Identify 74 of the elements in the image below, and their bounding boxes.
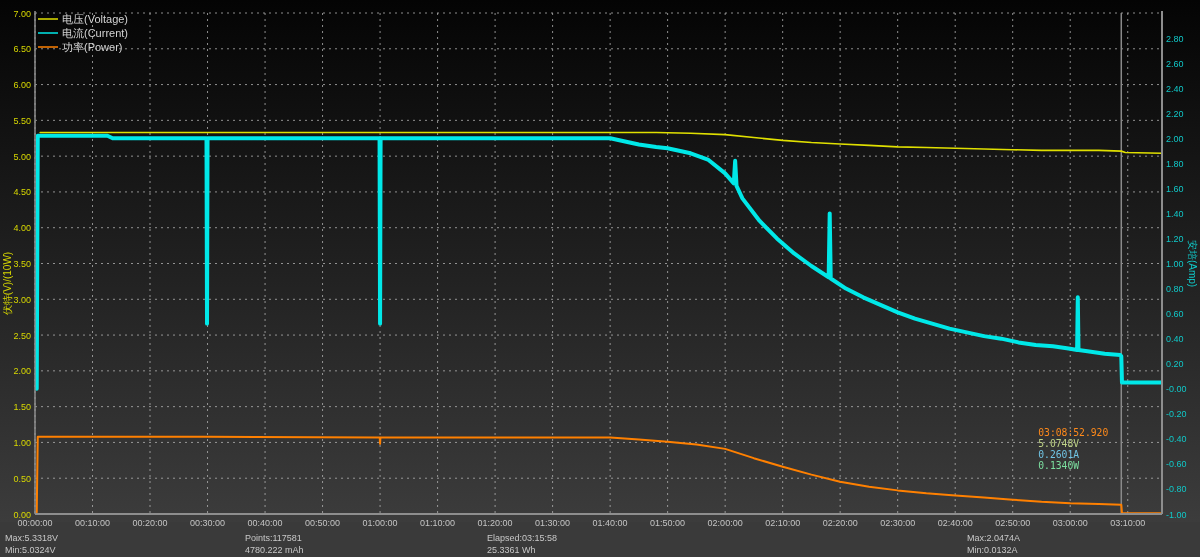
x-tick-label: 00:30:00 [190, 518, 226, 528]
y-axis-title: 伏特(V)/(10W) [2, 251, 13, 316]
y2-tick-label: 1.40 [1166, 208, 1184, 219]
text: Points:117581 [245, 533, 302, 543]
y-tick-label: 2.00 [13, 366, 31, 377]
y-tick-label: 0.00 [13, 509, 31, 520]
text: 4780.222 mAh [245, 545, 304, 555]
y2-tick-label: -0.40 [1166, 434, 1187, 445]
y-tick-label: 1.00 [13, 437, 31, 448]
y2-tick-label: 2.80 [1166, 33, 1184, 44]
x-tick-label: 01:20:00 [477, 518, 513, 528]
x-tick-label: 01:50:00 [650, 518, 686, 528]
x-tick-label: 01:10:00 [420, 518, 456, 528]
y-tick-label: 2.50 [13, 330, 31, 341]
y2-tick-label: 2.40 [1166, 83, 1184, 94]
annotation: 5.0748V [1038, 438, 1080, 449]
line-series [35, 133, 1162, 391]
text: 25.3361 Wh [487, 545, 536, 555]
annotation: 03:08:52.920 [1038, 427, 1109, 438]
x-tick-label: 02:00:00 [707, 518, 743, 528]
x-tick-label: 01:00:00 [362, 518, 398, 528]
x-tick-label: 02:40:00 [937, 518, 973, 528]
x-tick-label: 01:40:00 [592, 518, 628, 528]
legend-label: 电压(Voltage) [62, 13, 129, 25]
y-tick-label: 5.00 [13, 151, 31, 162]
x-tick-label: 02:50:00 [995, 518, 1031, 528]
line-series [39, 131, 1162, 155]
x-tick-label: 02:30:00 [880, 518, 916, 528]
x-tick-label: 00:10:00 [75, 518, 111, 528]
y2-tick-label: 2.00 [1166, 133, 1184, 144]
annotation: 0.1340W [1038, 460, 1080, 471]
x-tick-label: 02:20:00 [822, 518, 858, 528]
y2-tick-label: -0.00 [1166, 384, 1187, 395]
y2-tick-label: -1.00 [1166, 509, 1187, 520]
x-tick-label: 00:20:00 [132, 518, 168, 528]
y-tick-label: 1.50 [13, 402, 31, 413]
y-tick-label: 4.00 [13, 223, 31, 234]
text: Min:0.0132A [967, 545, 1018, 555]
text: Max:2.0474A [967, 533, 1021, 543]
legend-label: 电流(Current) [62, 27, 129, 39]
y2-tick-label: 2.60 [1166, 58, 1184, 69]
text: Min:5.0324V [5, 545, 56, 555]
y-tick-label: 0.50 [13, 473, 31, 484]
annotation: 0.2601A [1038, 449, 1080, 460]
text: Elapsed:03:15:58 [487, 533, 558, 543]
y-tick-label: 4.50 [13, 187, 31, 198]
legend-label: 功率(Power) [62, 41, 123, 53]
x-tick-label: 02:10:00 [765, 518, 801, 528]
y-tick-label: 5.50 [13, 115, 31, 126]
y2-tick-label: 1.80 [1166, 158, 1184, 169]
y-tick-label: 7.00 [13, 8, 31, 19]
y2-tick-label: 0.40 [1166, 334, 1184, 345]
y2-tick-label: 0.80 [1166, 284, 1184, 295]
y-tick-label: 6.50 [13, 44, 31, 55]
y2-tick-label: -0.20 [1166, 409, 1187, 420]
y2-tick-label: 0.20 [1166, 359, 1184, 370]
x-tick-label: 03:00:00 [1052, 518, 1088, 528]
text: Max:5.3318V [5, 533, 59, 543]
x-tick-label: 03:10:00 [1110, 518, 1146, 528]
x-tick-label: 01:30:00 [535, 518, 571, 528]
y2-tick-label: 2.20 [1166, 108, 1184, 119]
y2-tick-label: 1.00 [1166, 259, 1184, 269]
y2-axis-title: 安培(Amp) [1187, 239, 1198, 288]
y2-tick-label: -0.80 [1166, 484, 1187, 495]
y2-tick-label: -0.60 [1166, 459, 1187, 470]
y-tick-label: 3.00 [13, 294, 31, 305]
y-tick-label: 6.00 [13, 80, 31, 91]
y2-tick-label: 1.20 [1166, 233, 1184, 244]
y-tick-label: 3.50 [13, 259, 31, 269]
y2-tick-label: 1.60 [1166, 183, 1184, 194]
x-tick-label: 00:50:00 [305, 518, 341, 528]
x-tick-label: 00:40:00 [247, 518, 283, 528]
x-tick-label: 00:00:00 [17, 518, 53, 528]
y2-tick-label: 0.60 [1166, 309, 1184, 320]
